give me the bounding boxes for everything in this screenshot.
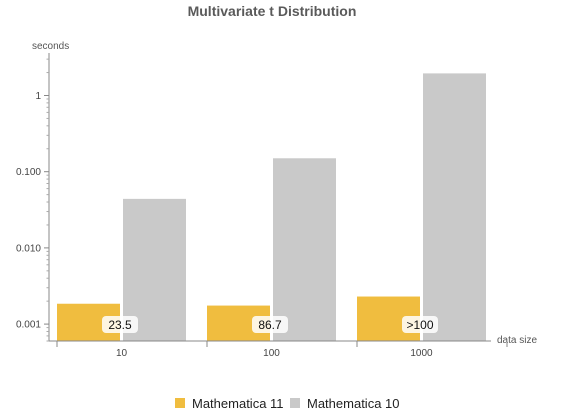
bar-m10-1000 xyxy=(423,73,486,342)
legend-swatch-m11 xyxy=(175,398,185,408)
data-label: 86.7 xyxy=(258,318,282,332)
x-tick-label: 1000 xyxy=(410,348,433,359)
axes: 0.001 0.010 0.100 1 10 100 1000 xyxy=(16,53,508,359)
data-label-bg xyxy=(252,316,288,333)
y-tick-label: 0.100 xyxy=(16,167,41,178)
data-label-bg xyxy=(402,316,438,333)
legend-swatch-m10 xyxy=(290,398,300,408)
x-axis-label: data size xyxy=(497,335,537,346)
y-axis-label: seconds xyxy=(32,41,69,52)
y-tick-label: 1 xyxy=(35,91,41,102)
x-tick-label: 10 xyxy=(116,348,128,359)
y-tick-label: 0.010 xyxy=(16,243,41,254)
data-labels: 23.5 86.7 >100 xyxy=(102,316,438,333)
data-label-bg xyxy=(102,316,138,333)
legend-label-m10: Mathematica 10 xyxy=(307,396,400,411)
legend: Mathematica 11 Mathematica 10 xyxy=(175,396,400,411)
legend-label-m11: Mathematica 11 xyxy=(192,396,284,411)
chart-title: Multivariate t Distribution xyxy=(188,3,357,19)
x-tick-label: 100 xyxy=(263,348,280,359)
data-label: >100 xyxy=(406,318,433,332)
y-tick-label: 0.001 xyxy=(16,320,41,331)
data-label: 23.5 xyxy=(108,318,132,332)
bar-m10-100 xyxy=(273,158,336,341)
bars xyxy=(57,73,486,342)
